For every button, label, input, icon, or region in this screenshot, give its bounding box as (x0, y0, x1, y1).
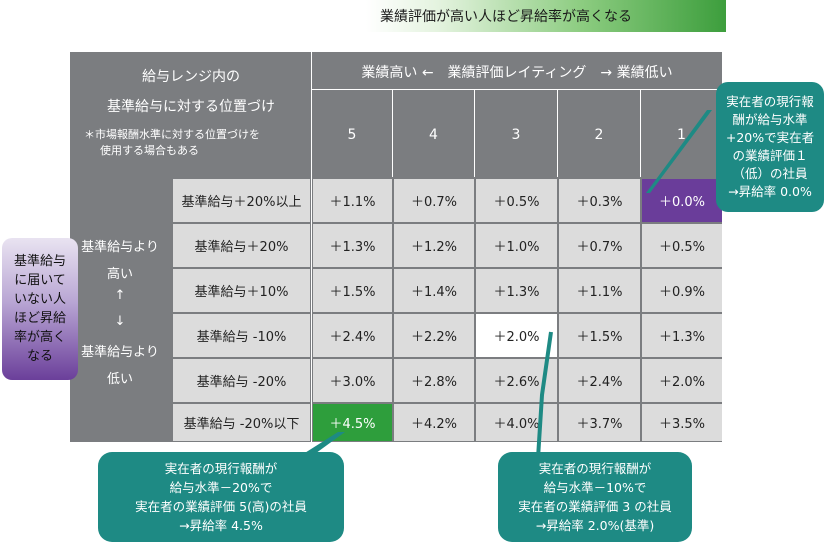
row-label: 基準給与 -20% (173, 359, 310, 402)
right-callout-line: →昇給率 0.0% (728, 184, 812, 199)
value-cell: ＋0.5% (476, 179, 557, 222)
value-cell: ＋0.7% (394, 179, 474, 222)
value-cell: ＋1.4% (394, 269, 474, 312)
up-arrow-icon: ↑ (114, 288, 126, 303)
value-cell: ＋1.3% (313, 224, 392, 267)
value-cell: ＋4.2% (394, 404, 474, 441)
bottom-right-callout-line: 実在者の業績評価 3 の社員 (518, 499, 672, 514)
left-callout-line: なる (26, 349, 53, 364)
header-left-note1: ＊市場報酬水準に対する位置づけを (84, 128, 260, 141)
header-vline (474, 90, 475, 177)
value-cell: ＋3.5% (642, 404, 722, 441)
value-cell-highlight-green: ＋4.5% (313, 404, 392, 441)
value-cell: ＋4.0% (476, 404, 557, 441)
down-arrow-icon: ↓ (114, 314, 126, 329)
value-cell: ＋1.1% (313, 179, 392, 222)
value-cell: ＋1.5% (313, 269, 392, 312)
value-cell: ＋0.7% (559, 224, 640, 267)
value-cell: ＋2.2% (394, 314, 474, 357)
bottom-right-callout-line: →昇給率 2.0%(基準) (535, 518, 655, 533)
right-callout-line: の業績評価１ (732, 148, 808, 163)
row-label: 基準給与＋10% (173, 269, 310, 312)
row-group-line3: 基準給与より (81, 345, 159, 360)
row-group-line1: 基準給与より (81, 240, 159, 255)
value-cell: ＋2.0% (642, 359, 722, 402)
right-callout-line: +20%で実在者 (725, 130, 815, 145)
bottom-left-callout-line: 実在者の現行報酬が (164, 461, 278, 476)
bottom-left-callout-line: 実在者の業績評価 5(高)の社員 (135, 499, 307, 514)
left-callout-line: に届いて (14, 273, 66, 288)
banner-text: 業績評価が高い人ほど昇給率が高くなる (380, 9, 632, 25)
bottom-right-callout-pointer (536, 331, 553, 459)
value-cell: ＋1.0% (476, 224, 557, 267)
salary-matrix: 給与レンジ内の 基準給与に対する位置づけ ＊市場報酬水準に対する位置づけを 使用… (70, 52, 722, 442)
bottom-left-callout-pointer (300, 432, 345, 456)
bottom-right-callout-line: 給与水準－10%で (543, 480, 647, 495)
value-cell: ＋0.3% (559, 179, 640, 222)
value-cell: ＋1.3% (642, 314, 722, 357)
header-vline (640, 90, 641, 177)
left-callout-line: 率が高く (13, 330, 66, 345)
value-cell: ＋1.3% (476, 269, 557, 312)
rating-5: 5 (347, 127, 357, 143)
header-divider (311, 52, 312, 442)
value-cell: ＋0.9% (642, 269, 722, 312)
row-label: 基準給与 -10% (173, 314, 310, 357)
value-cell-highlight-purple: ＋0.0% (642, 179, 722, 222)
value-cell: ＋2.4% (559, 359, 640, 402)
rating-4: 4 (429, 127, 438, 143)
bottom-right-callout-line: 実在者の現行報酬が (538, 461, 652, 476)
row-group-line2: 高い (106, 267, 133, 282)
header-hline (312, 89, 722, 90)
left-callout-line: いない人 (13, 292, 66, 307)
header-vline (557, 90, 558, 177)
rating-header: 業績高い ← 業績評価レイティング → 業績低い (361, 65, 673, 81)
top-banner: 業績評価が高い人ほど昇給率が高くなる (366, 0, 726, 32)
bottom-right-callout: 実在者の現行報酬が 給与水準－10%で 実在者の業績評価 3 の社員 →昇給率 … (498, 452, 692, 542)
value-cell: ＋2.8% (394, 359, 474, 402)
left-callout-line: 基準給与 (13, 254, 66, 269)
left-callout-line: ほど昇給 (13, 311, 66, 326)
value-cell: ＋1.1% (559, 269, 640, 312)
right-callout: 実在者の現行報 酬が給与水準 +20%で実在者 の業績評価１ （低）の社員 →昇… (716, 82, 824, 212)
rating-3: 3 (511, 127, 521, 143)
row-label: 基準給与＋20%以上 (173, 179, 310, 222)
value-cell: ＋3.0% (313, 359, 392, 402)
right-callout-line: （低）の社員 (732, 166, 808, 181)
right-callout-line: 実在者の現行報 (726, 94, 814, 109)
row-group-line4: 低い (106, 372, 133, 387)
bottom-left-callout: 実在者の現行報酬が 給与水準－20%で 実在者の業績評価 5(高)の社員 →昇給… (98, 452, 344, 542)
header-vline (392, 90, 393, 177)
value-cell: ＋0.5% (642, 224, 722, 267)
header-left-line2: 基準給与に対する位置づけ (107, 99, 275, 115)
rating-1: 1 (677, 127, 686, 143)
rating-2: 2 (594, 127, 604, 143)
right-callout-pointer (646, 110, 712, 193)
left-callout: 基準給与 に届いて いない人 ほど昇給 率が高く なる (2, 238, 78, 380)
value-cell: ＋3.7% (559, 404, 640, 441)
value-cell: ＋1.5% (559, 314, 640, 357)
row-label: 基準給与 -20%以下 (173, 404, 310, 441)
bottom-left-callout-line: 給与水準－20%で (169, 480, 273, 495)
row-label: 基準給与＋20% (173, 224, 310, 267)
bottom-left-callout-line: →昇給率 4.5% (179, 518, 263, 533)
right-callout-line: 酬が給与水準 (732, 112, 808, 127)
value-cell: ＋2.4% (313, 314, 392, 357)
value-cell-highlight-white: ＋2.0% (476, 314, 557, 357)
header-left-note2: 使用する場合もある (100, 144, 199, 157)
header-left-line1: 給与レンジ内の (142, 69, 240, 85)
value-cell: ＋1.2% (394, 224, 474, 267)
